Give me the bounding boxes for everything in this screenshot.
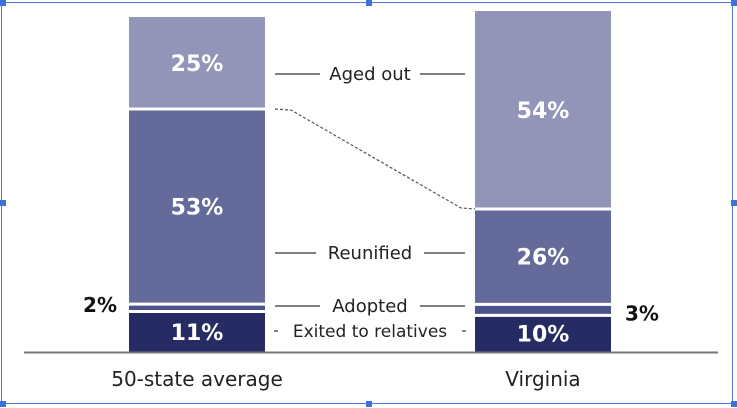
data-label: 25% xyxy=(171,52,224,77)
bar-segment xyxy=(129,109,265,305)
series-label: Exited to relatives xyxy=(293,322,447,342)
bar-segment xyxy=(475,315,611,352)
resize-handle[interactable] xyxy=(366,0,372,6)
bar-segment xyxy=(475,209,611,305)
series-label: Adopted xyxy=(332,296,407,317)
bar-segment xyxy=(129,17,265,110)
data-label: 10% xyxy=(517,323,570,348)
category-label: 50-state average xyxy=(111,367,283,391)
data-label: 11% xyxy=(171,321,224,346)
data-label: 54% xyxy=(517,99,570,124)
data-label: 3% xyxy=(625,301,659,325)
resize-handle[interactable] xyxy=(731,0,737,6)
series-label: Aged out xyxy=(329,64,410,85)
bar-segment xyxy=(129,311,265,352)
resize-handle[interactable] xyxy=(731,200,737,206)
resize-handle[interactable] xyxy=(0,401,6,407)
bar-segment xyxy=(475,11,611,209)
bar-segment xyxy=(129,304,265,312)
category-label: Virginia xyxy=(505,367,580,391)
resize-handle[interactable] xyxy=(366,401,372,407)
data-label: 26% xyxy=(517,246,570,271)
connector-line xyxy=(274,108,476,210)
bar-segment xyxy=(475,304,611,316)
resize-handle[interactable] xyxy=(0,200,6,206)
resize-handle[interactable] xyxy=(731,401,737,407)
series-label: Reunified xyxy=(328,243,412,264)
data-label: 53% xyxy=(171,196,224,221)
resize-handle[interactable] xyxy=(0,0,6,6)
data-label: 2% xyxy=(83,293,117,317)
